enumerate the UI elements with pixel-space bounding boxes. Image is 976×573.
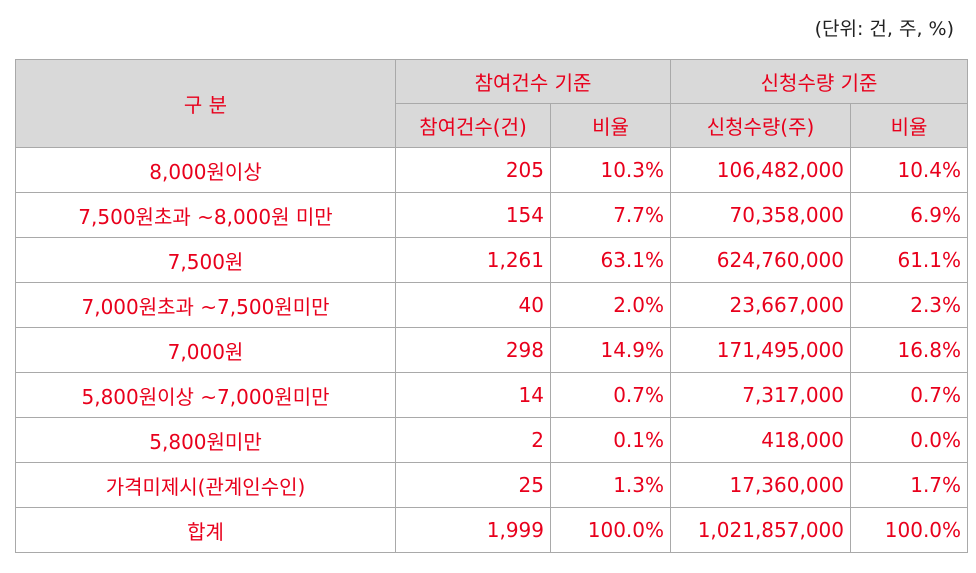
row-qty: 624,760,000: [670, 237, 852, 283]
row-count: 40: [395, 282, 551, 328]
table-row: 8,000원이상 205 10.3% 106,482,000 10.4%: [15, 147, 969, 193]
row-qty: 23,667,000: [670, 282, 852, 328]
row-label: 합계: [15, 507, 396, 553]
row-qty-ratio: 61.1%: [850, 237, 969, 283]
table-row: 5,800원이상 ~7,000원미만 14 0.7% 7,317,000 0.7%: [15, 372, 969, 418]
table-row: 5,800원미만 2 0.1% 418,000 0.0%: [15, 417, 969, 463]
row-count: 14: [395, 372, 551, 418]
row-qty-ratio: 10.4%: [850, 147, 969, 193]
row-count: 1,999: [395, 507, 551, 553]
row-qty-ratio: 100.0%: [850, 507, 969, 553]
row-label: 7,000원초과 ~7,500원미만: [15, 282, 396, 328]
row-count-ratio: 63.1%: [549, 237, 672, 283]
row-label: 5,800원미만: [15, 417, 396, 463]
row-qty: 171,495,000: [670, 327, 852, 373]
unit-note: (단위: 건, 주, %): [814, 18, 954, 40]
row-label: 5,800원이상 ~7,000원미만: [15, 372, 396, 418]
row-label: 7,500원: [15, 237, 396, 283]
row-qty: 418,000: [670, 417, 852, 463]
count-header: 참여건수(건): [395, 103, 551, 148]
count-ratio-header: 비율: [549, 103, 672, 148]
table-row: 7,500원초과 ~8,000원 미만 154 7.7% 70,358,000 6.9%: [15, 192, 969, 238]
header-row-2: 참여건수(건) 비율 신청수량(주) 비율: [16, 103, 969, 148]
row-label: 7,000원: [15, 327, 396, 373]
row-count: 25: [395, 462, 551, 508]
row-count: 1,261: [395, 237, 551, 283]
row-qty-ratio: 0.7%: [850, 372, 969, 418]
row-count-ratio: 7.7%: [549, 192, 672, 238]
demand-forecast-table: 구 분 참여건수 기준 신청수량 기준 참여건수(건) 비율 신청수량(주) 비…: [15, 59, 969, 553]
row-qty-ratio: 6.9%: [850, 192, 969, 238]
row-count-ratio: 14.9%: [549, 327, 672, 373]
row-qty: 106,482,000: [670, 147, 852, 193]
row-count-ratio: 10.3%: [549, 147, 672, 193]
row-count: 154: [395, 192, 551, 238]
row-count: 2: [395, 417, 551, 463]
qty-header: 신청수량(주): [670, 103, 852, 148]
row-qty-ratio: 16.8%: [850, 327, 969, 373]
row-qty-ratio: 0.0%: [850, 417, 969, 463]
table-row: 가격미제시(관계인수인) 25 1.3% 17,360,000 1.7%: [15, 462, 969, 508]
row-count-ratio: 1.3%: [549, 462, 672, 508]
row-qty: 1,021,857,000: [670, 507, 852, 553]
table-row: 합계 1,999 100.0% 1,021,857,000 100.0%: [15, 507, 969, 553]
row-label: 7,500원초과 ~8,000원 미만: [15, 192, 396, 238]
table-row: 7,000원초과 ~7,500원미만 40 2.0% 23,667,000 2.3%: [15, 282, 969, 328]
row-count-ratio: 0.7%: [549, 372, 672, 418]
row-count-ratio: 2.0%: [549, 282, 672, 328]
row-qty: 17,360,000: [670, 462, 852, 508]
row-count: 298: [395, 327, 551, 373]
row-qty-ratio: 1.7%: [850, 462, 969, 508]
row-count-ratio: 0.1%: [549, 417, 672, 463]
row-label: 가격미제시(관계인수인): [15, 462, 396, 508]
row-qty-ratio: 2.3%: [850, 282, 969, 328]
table-row: 7,000원 298 14.9% 171,495,000 16.8%: [15, 327, 969, 373]
row-qty: 7,317,000: [670, 372, 852, 418]
subscription-group-header: 신청수량 기준: [670, 59, 969, 104]
header-row-1: 구 분 참여건수 기준 신청수량 기준: [15, 59, 969, 148]
row-label: 8,000원이상: [15, 147, 396, 193]
category-header: 구 분: [15, 59, 396, 148]
row-count-ratio: 100.0%: [549, 507, 672, 553]
participation-group-header: 참여건수 기준: [394, 59, 672, 104]
row-qty: 70,358,000: [670, 192, 852, 238]
table-row: 7,500원 1,261 63.1% 624,760,000 61.1%: [15, 237, 969, 283]
row-count: 205: [395, 147, 551, 193]
qty-ratio-header: 비율: [850, 103, 969, 148]
